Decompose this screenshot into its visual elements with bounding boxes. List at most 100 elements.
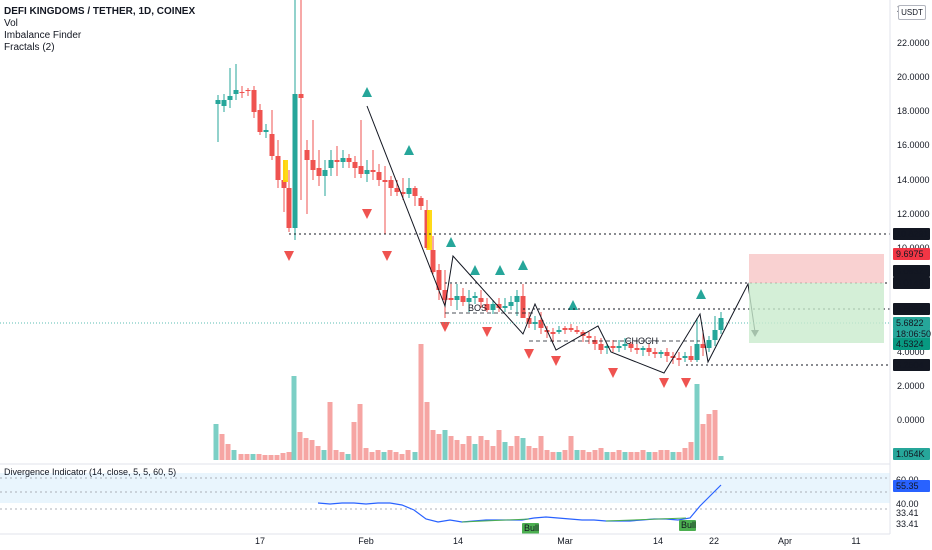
indicator-imbalance-finder: Imbalance Finder [4,30,82,41]
volume-bar [550,452,556,460]
volume-bar [568,436,574,460]
rsi-axis-label: 55.35 [896,481,919,491]
candle-body [460,296,466,302]
candle-body [221,100,227,106]
candle-body [400,192,406,194]
volume-bar [478,436,484,460]
price-level-label: 10.8291 [896,229,929,239]
volume-bar [399,454,405,460]
divergence-indicator-title: Divergence Indicator (14, close, 5, 5, 6… [4,467,177,477]
price-level-tag [893,265,930,277]
price-tick-label: 22.0000 [897,38,930,48]
price-level-tag [893,248,930,260]
fractal-up-marker [404,145,414,155]
volume-bar [315,446,321,460]
price-tick-label: 18.0000 [897,106,930,116]
fractal-down-marker [681,378,691,388]
volume-bar [658,450,664,460]
price-tick-label: 12.0000 [897,209,930,219]
price-level-label: 6.5054 [896,304,924,314]
volume-bar [598,448,604,460]
rsi-axis-label: 33.41 [896,508,919,518]
volume-bar [472,444,478,460]
bull-divergence-badge [522,523,539,534]
candle-body [269,134,275,156]
fractal-down-marker [482,327,492,337]
fractal-down-marker [284,251,294,261]
price-tick-label: 16.0000 [897,140,930,150]
price-level-label: 9.6975 [896,249,924,259]
price-level-tag [893,338,930,350]
candle-body [304,150,310,160]
volume-bar [405,450,411,460]
candle-body [640,348,646,350]
volume-bar [508,446,514,460]
candle-body [526,318,532,324]
candle-body [316,168,322,176]
price-level-tag [893,328,930,340]
candle-body [568,328,574,330]
fractal-up-marker [362,87,372,97]
candle-body [233,90,239,94]
volume-bar [652,452,658,460]
candle-body [586,336,592,338]
zigzag-line [366,105,756,374]
candle-body [376,172,382,180]
candle-body [490,304,496,310]
bull-divergence-line [461,518,530,523]
fractal-down-marker [382,251,392,261]
volume-bar [309,440,315,460]
volume-bar [670,452,676,460]
bull-divergence-label: Bull [524,523,539,533]
volume-bar [369,452,375,460]
volume-bar [682,448,688,460]
candle-body [454,296,460,300]
volume-bar [454,440,460,460]
candle-body [286,188,292,228]
bull-divergence-label: Bull [681,520,696,530]
volume-bar [694,384,700,460]
candle-body [700,344,706,348]
rsi-axis-label: 33.41 [896,519,919,529]
chart-title: DEFI KINGDOMS / TETHER, 1D, COINEX [4,6,196,17]
volume-bar [418,344,424,460]
candle-body [257,110,263,132]
candle-body [263,130,269,132]
price-tick-label: 2.0000 [897,381,925,391]
candle-body [634,348,640,350]
currency-button[interactable]: USDT [898,5,926,20]
price-level-label: 8.0149 [896,278,924,288]
candle-body [394,188,400,192]
price-tick-label: 0.0000 [897,415,925,425]
fractal-up-marker [470,265,480,275]
time-tick-label: 11 [851,536,860,546]
candle-body [292,94,298,228]
fractal-up-marker [446,237,456,247]
volume-bar [700,424,706,460]
volume-bar [345,454,351,460]
candle-body [604,346,610,348]
fractal-down-marker [524,349,534,359]
volume-bar [268,455,274,460]
candle-body [550,332,556,334]
price-level-tag [893,277,930,289]
candle-body [718,318,724,330]
price-level-label: 18:06:50 [896,329,931,339]
bull-divergence-line [605,517,687,522]
time-tick-label: 22 [709,536,719,546]
volume-bar [634,452,640,460]
take-profit-zone [749,283,884,343]
choch-label: CHOCH [625,336,658,346]
volume-bar [412,452,418,460]
volume-bar [381,452,387,460]
rsi-axis-label: 40.00 [896,499,919,509]
volume-bar [250,454,256,460]
volume-bar [676,452,682,460]
bull-divergence-badge [679,520,696,531]
candle-body [322,170,328,176]
candle-body [364,170,370,174]
stop-loss-zone [749,254,884,283]
volume-bar [238,454,244,460]
price-level-tag [893,303,930,315]
